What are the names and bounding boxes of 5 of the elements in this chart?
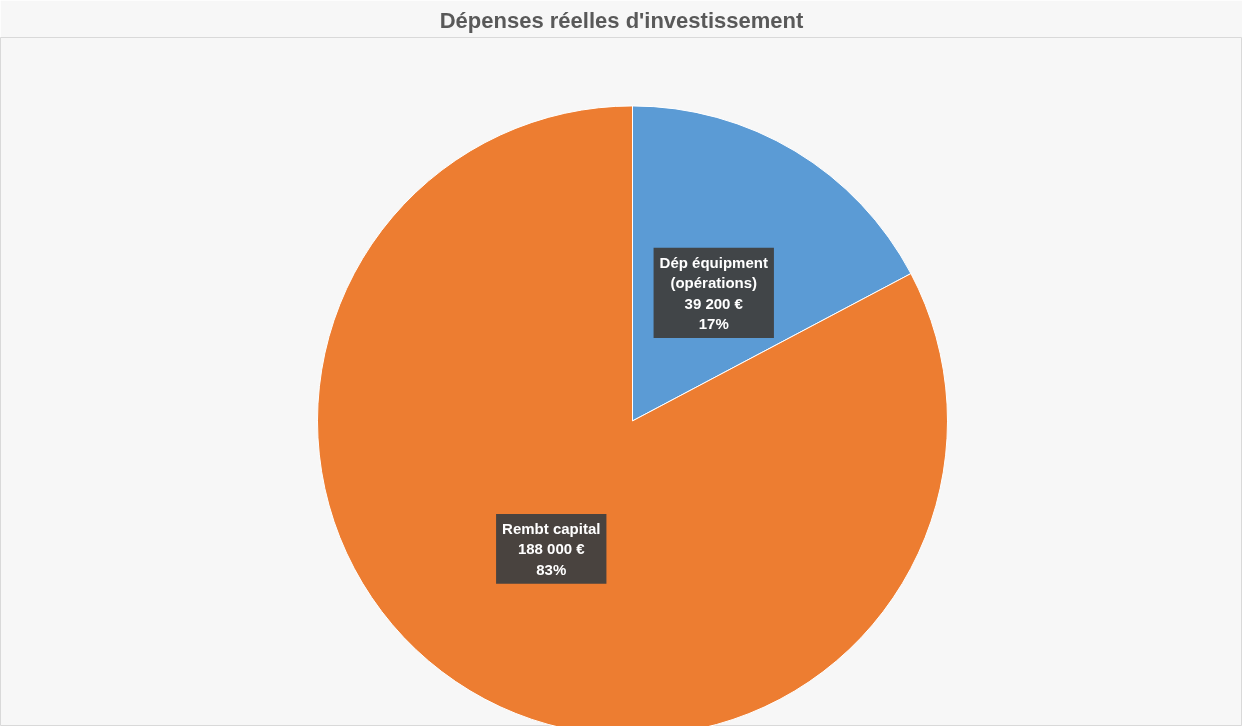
chart-title: Dépenses réelles d'investissement: [439, 7, 804, 33]
data-label: 39 200 € 17%: [684, 294, 744, 332]
data-label: 188 000 € 83%: [517, 540, 586, 578]
slice-label: Dép équipment (opérations): [659, 253, 768, 292]
slice-label: Rembt capital: [502, 520, 601, 538]
